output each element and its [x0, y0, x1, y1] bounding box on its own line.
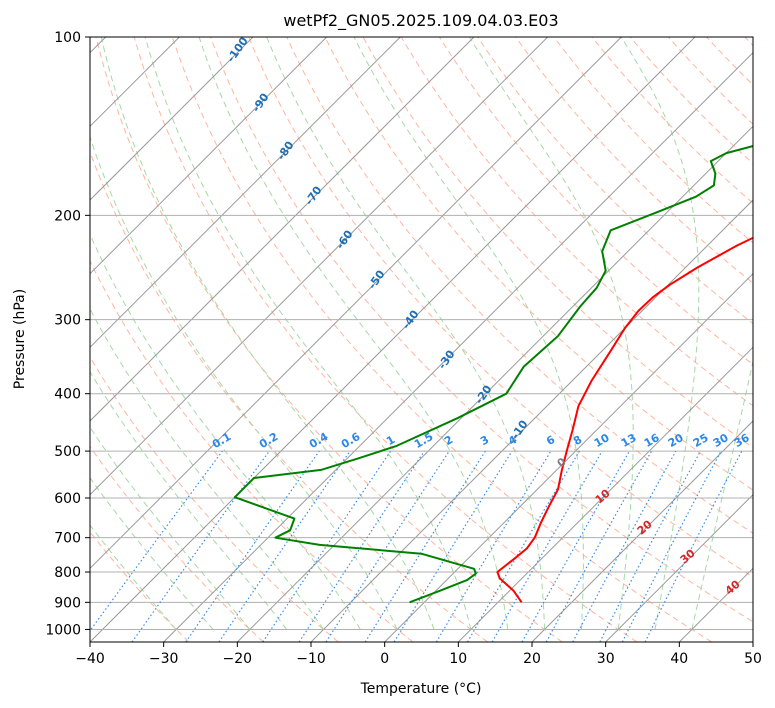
mixing-ratio-line [393, 450, 513, 642]
x-tick-label: −30 [149, 651, 179, 667]
dry-adiabat-line [210, 37, 753, 623]
mixing-ratio-line [325, 450, 450, 642]
x-tick-label: −40 [75, 651, 105, 667]
dry-adiabat-line [95, 37, 563, 642]
sounding-profiles [233, 145, 753, 604]
moist-adiabat-line [198, 37, 509, 630]
isotherms [90, 37, 753, 642]
moist-adiabat-line [353, 37, 584, 630]
isotherm-line [90, 37, 254, 201]
y-tick-label: 800 [54, 565, 81, 581]
x-tick-label: 40 [670, 651, 688, 667]
moist-adiabat-line [691, 358, 753, 630]
mixing-ratio-line [644, 450, 743, 642]
temperature-profile-line [496, 236, 753, 603]
y-axis-title: Pressure (hPa) [12, 289, 28, 389]
dry-adiabat-line [90, 445, 264, 642]
dry-adiabat-line [324, 37, 753, 491]
x-tick-label: 30 [597, 651, 615, 667]
y-tick-label: 200 [54, 208, 81, 224]
mixing-ratio-line [131, 450, 270, 642]
x-tick-label: 0 [380, 651, 389, 667]
y-axis: 100 200 300 400 500 600 700 800 900 1000 [45, 30, 90, 638]
plot-background [90, 37, 753, 642]
y-tick-label: 300 [54, 313, 81, 329]
moist-adiabat-line [90, 426, 251, 630]
mixing-ratio-line [572, 450, 677, 642]
moist-adiabats [90, 37, 753, 630]
x-tick-label: 10 [449, 651, 467, 667]
chart-title: wetPf2_GN05.2025.109.04.03.E03 [283, 11, 558, 31]
y-tick-label: 500 [54, 444, 81, 460]
isotherm-line [384, 272, 753, 642]
x-tick-label: 20 [523, 651, 541, 667]
moist-adiabat-line [90, 370, 288, 630]
moist-adiabat-line [90, 524, 177, 630]
y-tick-label: 1000 [45, 622, 81, 638]
mixing-ratio-line [545, 450, 653, 642]
x-tick-label: 50 [744, 651, 762, 667]
dry-adiabat-line [248, 37, 753, 578]
x-axis: −40 −30 −20 −10 0 10 20 30 40 50 [75, 642, 762, 667]
isotherm-line [531, 420, 753, 642]
dry-adiabat-line [171, 37, 712, 642]
y-tick-label: 700 [54, 531, 81, 547]
y-tick-label: 400 [54, 387, 81, 403]
dry-adiabat-line [90, 356, 339, 642]
isotherm-line [605, 493, 753, 642]
isotherm-line [90, 37, 328, 275]
moist-adiabat-line [90, 232, 361, 630]
moist-adiabat-line [469, 37, 634, 630]
y-tick-label: 100 [54, 30, 81, 46]
mixing-ratio-line [521, 450, 631, 642]
plot-frame [89, 36, 754, 643]
moist-adiabat-line [100, 37, 435, 630]
isotherm-line [90, 37, 401, 349]
dry-adiabat-line [286, 37, 753, 534]
mixing-ratio-lines [90, 450, 743, 642]
isotherm-line [310, 199, 753, 642]
moist-adiabat-line [144, 37, 472, 630]
moist-adiabat-line [90, 135, 398, 630]
plot-area [90, 37, 753, 642]
isotherm-line [90, 37, 696, 642]
x-tick-label: −10 [296, 651, 326, 667]
dry-adiabat-line [133, 37, 638, 642]
moist-adiabat-line [90, 476, 214, 630]
moist-adiabat-line [90, 308, 325, 630]
isotherm-line [236, 125, 753, 642]
y-tick-label: 600 [54, 491, 81, 507]
isotherm-line [90, 37, 622, 570]
x-tick-label: −20 [223, 651, 253, 667]
dry-adiabat-line [90, 259, 414, 642]
mixing-ratio-line [185, 450, 320, 642]
dry-adiabat-line [515, 37, 753, 284]
x-axis-title: Temperature (°C) [360, 681, 482, 697]
isotherm-line [90, 37, 475, 422]
mixing-ratio-line [218, 450, 351, 642]
isotherm-line [163, 51, 753, 642]
y-tick-label: 900 [54, 595, 81, 611]
mixing-ratio-line [262, 450, 392, 642]
mixing-ratio-line [298, 450, 425, 642]
dewpoint-profile-line [233, 145, 753, 604]
moist-adiabat-line [620, 37, 700, 630]
isotherm-line [90, 37, 549, 496]
isotherm-line [457, 346, 753, 642]
dry-adiabats [90, 37, 753, 642]
mixing-ratio-line [90, 450, 223, 632]
pressure-gridlines [90, 37, 753, 630]
moist-adiabat-line [266, 37, 546, 630]
